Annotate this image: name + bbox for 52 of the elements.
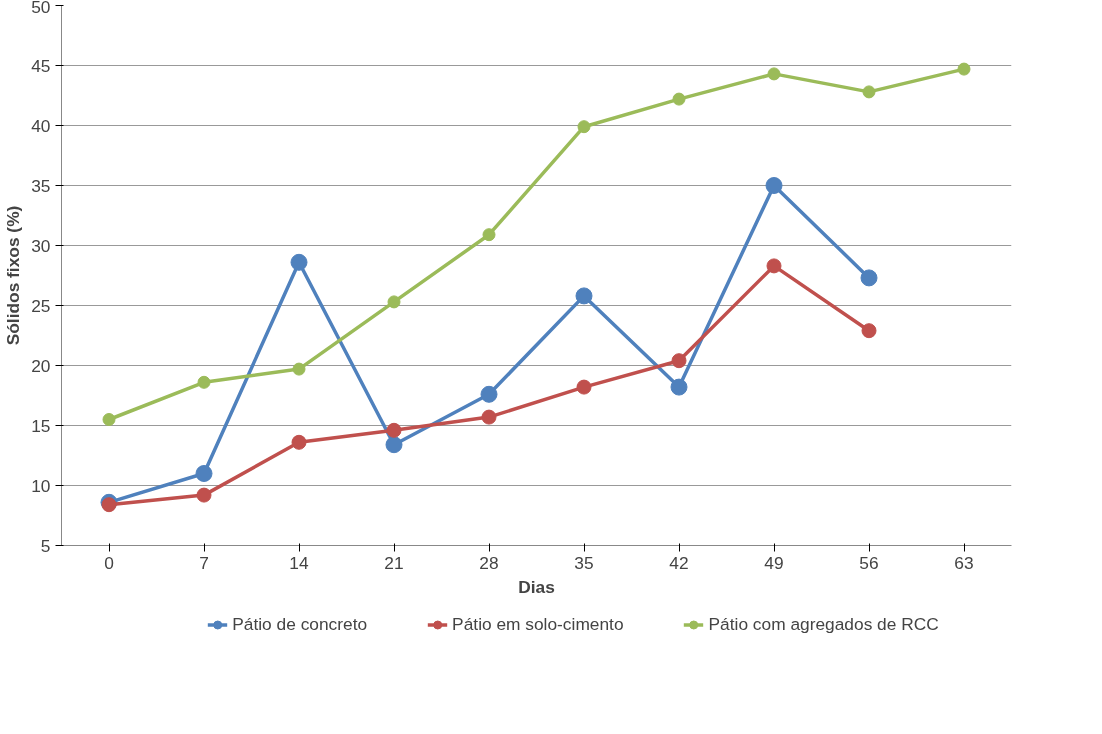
y-tick-label: 20 — [31, 355, 51, 376]
point — [197, 375, 211, 389]
y-tick-label: 40 — [31, 115, 51, 136]
x-tick-label: 42 — [669, 552, 689, 573]
point — [576, 379, 592, 395]
point — [767, 67, 781, 81]
legend-label: Pátio em solo-cimento — [452, 613, 624, 635]
point — [670, 378, 688, 396]
x-tick-label: 21 — [384, 552, 404, 573]
y-tick-label: 45 — [31, 55, 51, 76]
point — [387, 295, 401, 309]
point — [957, 62, 971, 76]
point — [386, 422, 402, 438]
point — [195, 465, 213, 482]
x-tick-label: 35 — [574, 552, 594, 573]
x-tick-label: 56 — [859, 552, 879, 573]
y-tick-label: 30 — [31, 235, 51, 256]
x-tick-label: 0 — [104, 552, 114, 573]
point — [577, 120, 591, 134]
y-tick-label: 10 — [31, 475, 51, 496]
x-tick-label: 28 — [479, 552, 499, 573]
point — [102, 413, 116, 426]
y-tick-label: 35 — [31, 175, 51, 196]
point — [292, 362, 306, 376]
point — [481, 409, 497, 425]
point — [291, 434, 307, 450]
legend-label: Pátio com agregados de RCC — [708, 613, 939, 635]
point — [765, 177, 783, 194]
x-tick-label: 14 — [289, 552, 309, 573]
point — [766, 258, 782, 274]
point — [861, 323, 877, 339]
point — [575, 287, 593, 305]
point — [101, 497, 117, 513]
point — [482, 228, 496, 242]
point — [860, 269, 878, 287]
legend-label: Pátio de concreto — [232, 613, 368, 635]
y-tick-label: 5 — [40, 535, 51, 556]
point — [385, 436, 403, 454]
x-tick-label: 63 — [954, 552, 974, 573]
point — [672, 92, 686, 106]
x-tick-label: 7 — [199, 552, 209, 573]
point — [196, 487, 212, 503]
y-tick-label: 50 — [31, 0, 51, 17]
point — [480, 385, 498, 403]
y-tick-label: 15 — [31, 415, 51, 436]
x-axis-title: Dias — [518, 576, 555, 597]
x-tick-label: 49 — [764, 552, 784, 573]
y-axis-title: Sólidos fixos (%) — [3, 205, 24, 346]
y-tick-label: 25 — [31, 295, 51, 316]
point — [862, 85, 876, 99]
point — [290, 253, 308, 271]
point — [671, 353, 687, 369]
